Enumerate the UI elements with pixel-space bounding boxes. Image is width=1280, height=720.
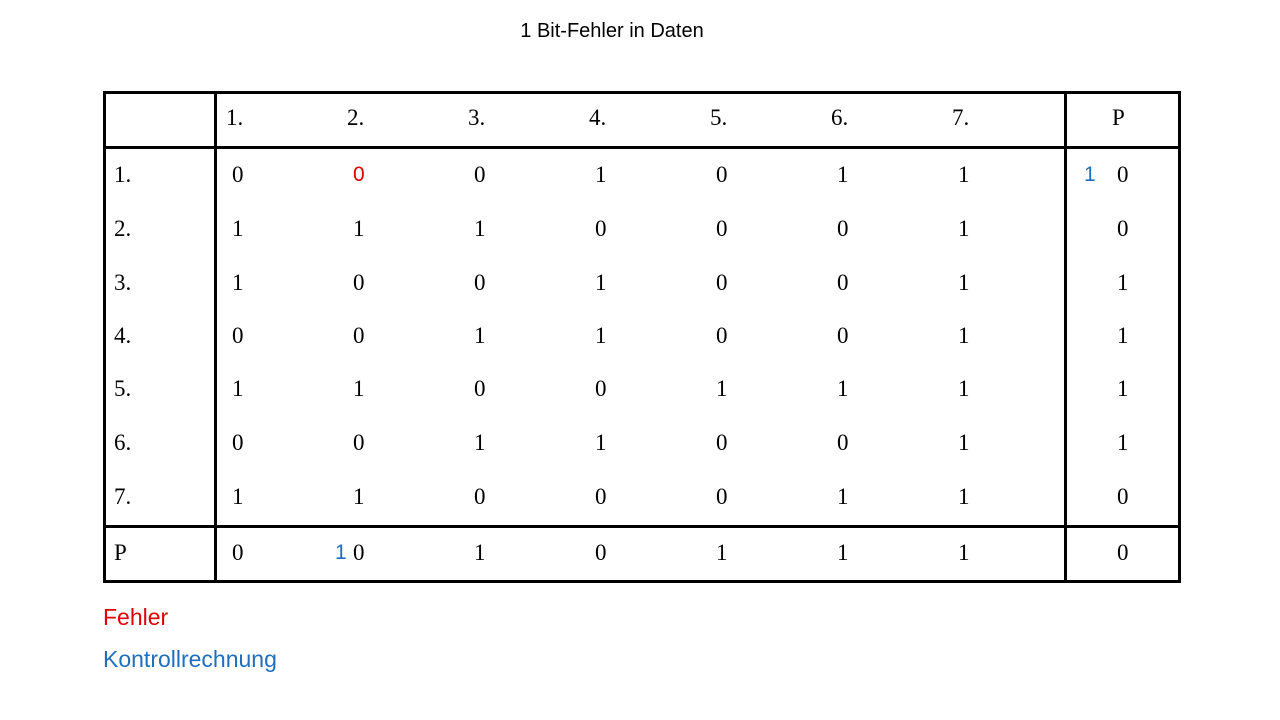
- data-bit: 1: [837, 162, 849, 187]
- row-parity-bit: 1: [1117, 323, 1129, 348]
- column-parity-bit: 0: [232, 540, 244, 565]
- parity-table: 1. 2. 3. 4. 5. 6. 7. P 1. 0 0 0 1 0 1 1 0 2. 1 1 1 0 0 0 1 0 3. 1 0 0…: [103, 91, 1181, 583]
- column-header: 1.: [226, 105, 244, 130]
- data-bit: 0: [716, 484, 728, 509]
- column-parity-bit: 1: [716, 540, 728, 565]
- data-bit: 1: [837, 484, 849, 509]
- check-value-column: 1: [335, 541, 347, 564]
- column-header: 4.: [589, 105, 607, 130]
- data-bit: 0: [595, 484, 607, 509]
- data-bit: 0: [232, 162, 244, 187]
- check-value-row: 1: [1084, 163, 1096, 186]
- data-bit: 1: [595, 270, 607, 295]
- data-bit: 0: [232, 323, 244, 348]
- row-parity-bit: 1: [1117, 430, 1129, 455]
- data-bit: 1: [595, 162, 607, 187]
- data-bit: 1: [474, 216, 486, 241]
- table-divider-vertical: [214, 94, 217, 580]
- data-bit: 1: [353, 216, 365, 241]
- data-bit: 0: [837, 216, 849, 241]
- data-bit: 0: [474, 162, 486, 187]
- row-header: 5.: [114, 376, 132, 401]
- row-parity-bit: 0: [1117, 162, 1129, 187]
- row-header: 7.: [114, 484, 132, 509]
- data-bit: 1: [958, 162, 970, 187]
- column-header: 6.: [831, 105, 849, 130]
- column-header: 2.: [347, 105, 365, 130]
- data-bit: 1: [958, 323, 970, 348]
- data-bit: 1: [958, 484, 970, 509]
- column-parity-bit: 0: [595, 540, 607, 565]
- data-bit: 0: [595, 376, 607, 401]
- data-bit: 0: [837, 430, 849, 455]
- data-bit: 1: [353, 376, 365, 401]
- error-bit: 0: [353, 163, 365, 186]
- row-header: 2.: [114, 216, 132, 241]
- column-parity-bit: 1: [958, 540, 970, 565]
- data-bit: 0: [353, 430, 365, 455]
- column-parity-bit: 0: [353, 540, 365, 565]
- column-header: 5.: [710, 105, 728, 130]
- data-bit: 0: [716, 270, 728, 295]
- data-bit: 1: [595, 430, 607, 455]
- data-bit: 1: [595, 323, 607, 348]
- data-bit: 1: [232, 376, 244, 401]
- table-divider-horizontal: [106, 525, 1178, 528]
- data-bit: 1: [232, 484, 244, 509]
- legend-error: Fehler: [103, 604, 169, 630]
- data-bit: 1: [837, 376, 849, 401]
- data-bit: 1: [958, 216, 970, 241]
- data-bit: 1: [353, 484, 365, 509]
- row-parity-bit: 0: [1117, 216, 1129, 241]
- row-header: 6.: [114, 430, 132, 455]
- data-bit: 1: [716, 376, 728, 401]
- data-bit: 1: [474, 323, 486, 348]
- table-divider-horizontal: [106, 146, 1178, 149]
- column-header: 3.: [468, 105, 486, 130]
- data-bit: 0: [837, 270, 849, 295]
- row-header: 3.: [114, 270, 132, 295]
- parity-corner-bit: 0: [1117, 540, 1129, 565]
- data-bit: 0: [595, 216, 607, 241]
- row-header: 1.: [114, 162, 132, 187]
- row-parity-bit: 1: [1117, 270, 1129, 295]
- column-parity-bit: 1: [474, 540, 486, 565]
- page-title: 1 Bit-Fehler in Daten: [520, 20, 704, 42]
- data-bit: 0: [716, 323, 728, 348]
- data-bit: 1: [232, 216, 244, 241]
- parity-row-header: P: [114, 540, 127, 565]
- legend-check: Kontrollrechnung: [103, 646, 277, 672]
- data-bit: 0: [837, 323, 849, 348]
- data-bit: 0: [353, 323, 365, 348]
- data-bit: 1: [958, 270, 970, 295]
- data-bit: 0: [353, 270, 365, 295]
- data-bit: 1: [474, 430, 486, 455]
- data-bit: 1: [232, 270, 244, 295]
- column-parity-bit: 1: [837, 540, 849, 565]
- data-bit: 0: [716, 162, 728, 187]
- data-bit: 0: [716, 430, 728, 455]
- data-bit: 0: [474, 484, 486, 509]
- data-bit: 0: [232, 430, 244, 455]
- table-divider-vertical: [1064, 94, 1067, 580]
- row-parity-bit: 1: [1117, 376, 1129, 401]
- data-bit: 0: [716, 216, 728, 241]
- row-header: 4.: [114, 323, 132, 348]
- data-bit: 1: [958, 430, 970, 455]
- row-parity-bit: 0: [1117, 484, 1129, 509]
- data-bit: 0: [474, 270, 486, 295]
- column-header: 7.: [952, 105, 970, 130]
- data-bit: 1: [958, 376, 970, 401]
- parity-column-header: P: [1112, 105, 1125, 130]
- data-bit: 0: [474, 376, 486, 401]
